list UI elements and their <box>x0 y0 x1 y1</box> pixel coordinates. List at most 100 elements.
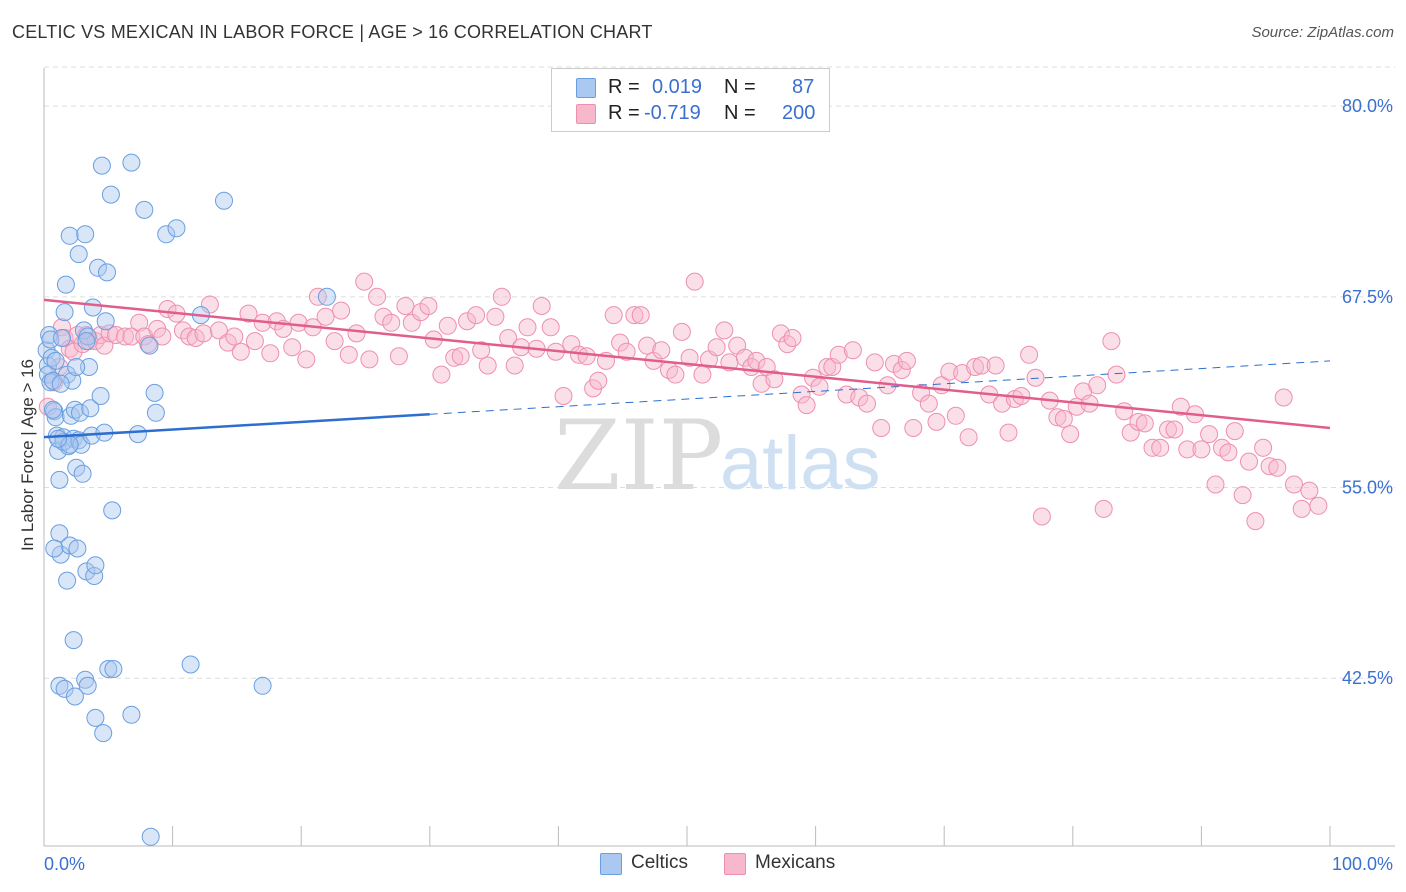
mexicans-point <box>1233 486 1252 505</box>
mexicans-point <box>707 338 726 357</box>
celtics-point <box>76 225 95 244</box>
mexicans-point <box>445 348 464 367</box>
y-tick-label: 55.0% <box>1342 478 1393 498</box>
mexicans-point <box>1020 345 1039 364</box>
mexicans-point <box>1213 438 1231 457</box>
celtics-point <box>103 501 122 520</box>
celtics-point <box>80 358 98 376</box>
celtics-point <box>83 298 102 317</box>
celtics-point <box>89 258 107 277</box>
mexicans-point <box>261 344 280 363</box>
watermark-atlas: atlas <box>720 421 881 506</box>
tick-labels: 42.5% 55.0% 67.5% 80.0% 0.0% 100.0% <box>44 96 1393 874</box>
mexicans-point <box>666 365 685 384</box>
legend-r-label: R = <box>608 76 640 98</box>
mexicans-point <box>959 428 978 447</box>
mexicans-point <box>1048 408 1067 427</box>
axes <box>43 68 1395 847</box>
legend-r-value: 0.019 <box>652 76 703 98</box>
mexicans-point <box>153 327 172 346</box>
mexicans-point <box>245 332 264 351</box>
mexicans-point <box>892 361 911 379</box>
mexicans-point <box>625 306 644 325</box>
mexicans-point <box>368 287 387 306</box>
y-tick-label: 67.5% <box>1342 287 1393 307</box>
legend-r-value: -0.719 <box>644 102 701 124</box>
legend-swatch-celtics <box>576 78 596 98</box>
mexicans-point <box>747 351 766 370</box>
mexicans-point <box>1219 443 1238 462</box>
celtics-point <box>53 329 71 347</box>
celtics-point <box>60 226 79 245</box>
celtics-point <box>67 358 86 376</box>
mexicans-point <box>1260 457 1279 476</box>
mexicans-point <box>986 356 1005 375</box>
celtics-point <box>181 655 200 674</box>
mexicans-point <box>1107 365 1126 384</box>
celtics-point <box>98 263 116 282</box>
mexicans-point <box>904 419 923 437</box>
mexicans-point <box>1026 368 1045 387</box>
mexicans-point <box>1200 425 1219 444</box>
mexicans-point <box>1300 481 1319 500</box>
mexicans-point <box>617 342 636 361</box>
celtics-point <box>49 429 68 448</box>
celtics-point <box>101 185 120 204</box>
mexicans-point <box>532 297 551 315</box>
celtics-point <box>77 332 96 351</box>
mexicans-point <box>1225 422 1244 441</box>
mexicans-point <box>130 313 149 332</box>
chart-source: Source: ZipAtlas.com <box>1251 24 1394 41</box>
bottom-legend-label-mexicans: Mexicans <box>755 852 836 873</box>
mexicans-point <box>1171 397 1190 416</box>
mexicans-point <box>672 322 691 341</box>
mexicans-point <box>332 301 351 320</box>
mexicans-point <box>122 327 141 346</box>
mexicans-point <box>438 316 457 335</box>
mexicans-point <box>1102 332 1121 351</box>
celtics-point <box>65 687 84 706</box>
celtics-point <box>41 330 60 349</box>
mexicans-point <box>999 423 1018 442</box>
mexicans-point <box>486 307 505 326</box>
celtics-point <box>56 275 75 294</box>
celtics-point <box>146 403 165 422</box>
mexicans-point <box>693 365 712 384</box>
x-tick-label: 0.0% <box>44 854 85 874</box>
mexicans-trend-line <box>43 298 1331 430</box>
mexicans-point <box>1151 438 1170 457</box>
celtics-point <box>92 156 111 175</box>
celtics-point <box>141 827 160 846</box>
celtics-point <box>81 399 100 418</box>
mexicans-point <box>589 371 608 390</box>
mexicans-point <box>865 353 884 372</box>
celtics-trend-line <box>43 413 430 439</box>
mexicans-point <box>1240 452 1258 471</box>
mexicans-point <box>843 341 862 360</box>
mexicans-point <box>478 356 497 375</box>
mexicans-point <box>472 341 491 360</box>
mexicans-point <box>1159 420 1177 439</box>
celtics-point <box>73 464 92 483</box>
celtics-point <box>46 351 65 370</box>
mexicans-point <box>829 345 848 364</box>
celtics-point <box>96 312 115 331</box>
celtics-point <box>49 441 68 460</box>
mexicans-point <box>541 318 560 337</box>
mexicans-point <box>604 306 623 325</box>
mexicans-point <box>946 406 965 425</box>
celtics-point <box>64 631 83 650</box>
celtics-point <box>51 374 70 393</box>
celtics-point <box>122 705 141 724</box>
mexicans-point <box>685 272 704 291</box>
mexicans-point <box>209 321 228 340</box>
mexicans-point <box>64 342 83 361</box>
celtics-points <box>37 153 336 846</box>
mexicans-point <box>783 329 802 347</box>
celtics-point <box>78 676 97 695</box>
mexicans-point <box>1285 475 1303 494</box>
celtics-point <box>58 571 77 590</box>
mexicans-point <box>492 287 511 306</box>
mexicans-point <box>1115 402 1134 421</box>
mexicans-point <box>1274 388 1293 407</box>
